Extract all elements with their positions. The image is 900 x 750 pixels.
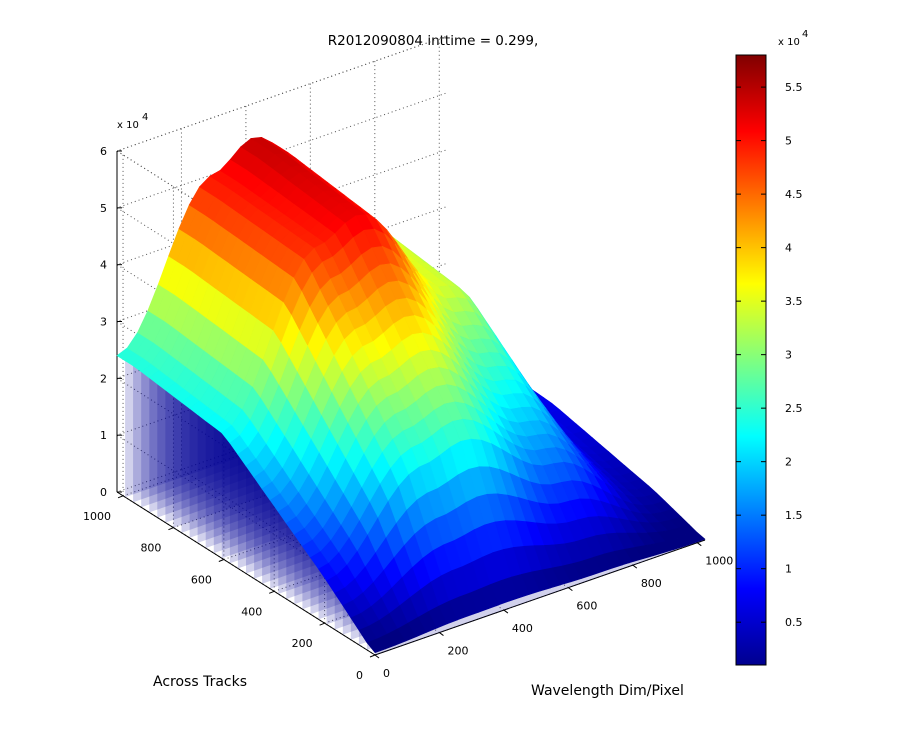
x-tick-label: 600 xyxy=(576,600,597,613)
y-tick-mark xyxy=(168,527,174,531)
colorbar-exponent-power: 4 xyxy=(802,29,808,40)
colorbar-tick-label: 3 xyxy=(785,349,792,362)
surface-skirt xyxy=(375,539,705,655)
y-axis-label: Across Tracks xyxy=(153,674,247,690)
z-tick-label: 3 xyxy=(100,316,107,329)
x-tick-mark xyxy=(696,542,702,547)
z-tick-label: 1 xyxy=(100,429,107,442)
y-axis-ticks: 0 200 400 600 800 1000 xyxy=(83,495,376,682)
y-tick-label: 400 xyxy=(241,605,262,618)
x-tick-label: 200 xyxy=(447,645,468,658)
surface-plot xyxy=(116,136,706,655)
colorbar-tick-label: 2 xyxy=(785,456,792,469)
chart-title: R2012090804 inttime = 0.299, xyxy=(328,33,539,49)
y-tick-label: 600 xyxy=(191,573,212,586)
y-tick-mark xyxy=(369,654,376,658)
y-tick-label: 0 xyxy=(356,669,363,682)
z-exponent-power: 4 xyxy=(142,112,148,123)
z-tick-label: 6 xyxy=(100,145,107,158)
z-exponent-base: x 10 xyxy=(117,120,139,131)
colorbar-tick-label: 5.5 xyxy=(785,81,803,94)
y-tick-mark xyxy=(117,495,124,499)
colorbar-tick-label: 5 xyxy=(785,135,792,148)
surface-patch xyxy=(686,531,706,544)
y-tick-mark xyxy=(218,559,225,562)
x-tick-mark xyxy=(632,564,638,569)
z-tick-label: 2 xyxy=(100,372,107,385)
x-tick-label: 400 xyxy=(512,622,533,635)
colorbar-tick-label: 1 xyxy=(785,563,792,576)
colorbar xyxy=(735,54,767,666)
colorbar-tick-label: 0.5 xyxy=(785,616,803,629)
colorbar-tick-label: 2.5 xyxy=(785,402,803,415)
x-axis-label: Wavelength Dim/Pixel xyxy=(531,683,684,699)
z-tick-label: 0 xyxy=(100,486,107,499)
y-tick-mark xyxy=(319,622,325,626)
z-tick-label: 5 xyxy=(100,202,107,215)
x-axis-ticks: 0 200 400 600 800 1000 xyxy=(374,542,733,680)
y-tick-label: 1000 xyxy=(83,510,111,523)
colorbar-tick-label: 4.5 xyxy=(785,188,803,201)
y-axis-line xyxy=(116,491,376,656)
x-tick-mark xyxy=(374,654,380,659)
y-tick-label: 200 xyxy=(292,637,313,650)
y-tick-mark xyxy=(269,590,275,594)
x-tick-label: 1000 xyxy=(705,555,733,568)
x-axis-line xyxy=(374,539,706,656)
x-tick-mark xyxy=(503,609,509,614)
colorbar-ticks: 0.5 1 1.5 2 2.5 3 3.5 4 4.5 5 5.5 xyxy=(736,81,803,629)
x-tick-mark xyxy=(568,587,573,592)
z-axis-ticks: 0 1 2 3 4 5 6 xyxy=(100,145,122,499)
x-tick-mark xyxy=(439,632,444,636)
colorbar-exponent-base: x 10 xyxy=(778,37,800,48)
colorbar-tick-label: 1.5 xyxy=(785,509,803,522)
y-tick-label: 800 xyxy=(140,542,161,555)
x-tick-label: 800 xyxy=(641,577,662,590)
colorbar-tick-label: 3.5 xyxy=(785,295,803,308)
x-tick-label: 0 xyxy=(383,667,390,680)
z-tick-label: 4 xyxy=(100,259,107,272)
colorbar-tick-label: 4 xyxy=(785,242,792,255)
